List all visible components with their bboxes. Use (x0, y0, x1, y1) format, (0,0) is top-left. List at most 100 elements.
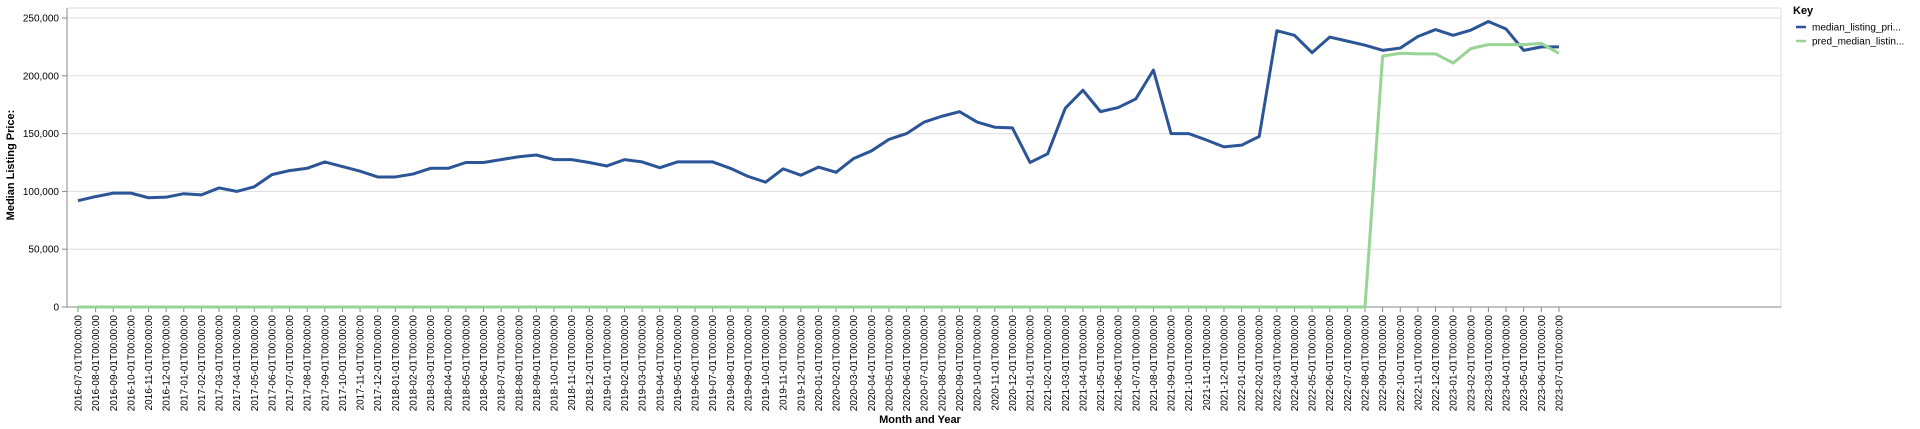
x-tick-label: 2016-08-01T00:00:00 (91, 315, 102, 412)
y-axis: 0 50,000 100,000 150,000 200,000 250,000 (23, 8, 68, 314)
x-tick-label: 2017-05-01T00:00:00 (250, 315, 261, 412)
x-tick-label: 2019-05-01T00:00:00 (673, 315, 684, 412)
x-tick-label: 2017-12-01T00:00:00 (373, 315, 384, 412)
y-tick-label: 200,000 (23, 71, 60, 82)
y-tick-label: 150,000 (23, 129, 60, 140)
x-tick-label: 2019-12-01T00:00:00 (796, 315, 807, 412)
x-tick-label: 2018-04-01T00:00:00 (444, 315, 455, 412)
x-tick-label: 2018-03-01T00:00:00 (426, 315, 437, 412)
x-tick-label: 2016-10-01T00:00:00 (126, 315, 137, 412)
x-tick-label: 2021-11-01T00:00:00 (1202, 315, 1213, 411)
x-tick-label: 2017-03-01T00:00:00 (215, 315, 226, 412)
x-tick-label: 2021-01-01T00:00:00 (1026, 315, 1037, 412)
y-tick-label: 0 (53, 303, 59, 314)
x-tick-label: 2018-02-01T00:00:00 (408, 315, 419, 412)
legend-title: Key (1793, 5, 1814, 17)
x-tick-label: 2017-09-01T00:00:00 (320, 315, 331, 412)
x-tick-label: 2018-06-01T00:00:00 (479, 315, 490, 412)
x-tick-label: 2017-04-01T00:00:00 (232, 315, 243, 412)
x-tick-label: 2019-07-01T00:00:00 (708, 315, 719, 412)
legend-label: pred_median_listin... (1812, 37, 1904, 48)
x-tick-label: 2021-10-01T00:00:00 (1184, 315, 1195, 412)
x-axis-title: Month and Year (879, 414, 961, 426)
x-tick-label: 2021-04-01T00:00:00 (1078, 315, 1089, 412)
x-tick-label: 2017-01-01T00:00:00 (179, 315, 190, 412)
x-tick-label: 2019-04-01T00:00:00 (655, 315, 666, 412)
x-tick-label: 2019-03-01T00:00:00 (638, 315, 649, 412)
x-tick-label: 2020-10-01T00:00:00 (973, 315, 984, 412)
x-tick-label: 2022-08-01T00:00:00 (1360, 315, 1371, 412)
x-tick-label: 2017-06-01T00:00:00 (267, 315, 278, 412)
x-tick-label: 2023-06-01T00:00:00 (1537, 315, 1548, 412)
x-tick-label: 2022-03-01T00:00:00 (1272, 315, 1283, 412)
x-tick-label: 2020-11-01T00:00:00 (990, 315, 1001, 411)
y-tick-label: 50,000 (28, 245, 59, 256)
x-tick-label: 2016-09-01T00:00:00 (109, 315, 120, 412)
legend: Key median_listing_pri... pred_median_lis… (1793, 5, 1904, 48)
x-tick-label: 2019-06-01T00:00:00 (691, 315, 702, 412)
x-tick-label: 2022-01-01T00:00:00 (1237, 315, 1248, 412)
x-tick-label: 2023-07-01T00:00:00 (1554, 315, 1565, 412)
x-tick-label: 2023-02-01T00:00:00 (1466, 315, 1477, 412)
x-tick-label: 2018-08-01T00:00:00 (514, 315, 525, 412)
x-tick-label: 2016-11-01T00:00:00 (144, 315, 155, 411)
x-tick-label: 2021-08-01T00:00:00 (1149, 315, 1160, 412)
x-tick-label: 2017-10-01T00:00:00 (338, 315, 349, 412)
x-tick-label: 2019-08-01T00:00:00 (726, 315, 737, 412)
x-tick-label: 2023-04-01T00:00:00 (1502, 315, 1513, 412)
y-tick-label: 250,000 (23, 14, 60, 25)
x-tick-label: 2017-11-01T00:00:00 (356, 315, 367, 411)
x-tick-label: 2018-01-01T00:00:00 (391, 315, 402, 412)
x-tick-label: 2020-12-01T00:00:00 (1008, 315, 1019, 412)
x-tick-label: 2016-12-01T00:00:00 (162, 315, 173, 412)
x-tick-label: 2023-03-01T00:00:00 (1484, 315, 1495, 412)
x-tick-label: 2016-07-01T00:00:00 (74, 315, 85, 412)
x-tick-label: 2022-12-01T00:00:00 (1431, 315, 1442, 412)
x-tick-label: 2017-08-01T00:00:00 (303, 315, 314, 412)
x-tick-label: 2018-12-01T00:00:00 (585, 315, 596, 412)
x-tick-label: 2017-02-01T00:00:00 (197, 315, 208, 412)
y-tick-label: 100,000 (23, 187, 60, 198)
x-tick-label: 2022-10-01T00:00:00 (1396, 315, 1407, 412)
x-tick-label: 2019-10-01T00:00:00 (761, 315, 772, 412)
x-tick-label: 2020-02-01T00:00:00 (832, 315, 843, 412)
x-tick-label: 2019-01-01T00:00:00 (602, 315, 613, 412)
x-tick-label: 2018-11-01T00:00:00 (567, 315, 578, 411)
series-line-1 (77, 19, 1559, 203)
x-tick-label: 2020-08-01T00:00:00 (937, 315, 948, 412)
x-tick-label: 2023-01-01T00:00:00 (1449, 315, 1460, 412)
y-axis-title: Median Listing Price: (5, 110, 17, 221)
x-tick-label: 2021-05-01T00:00:00 (1096, 315, 1107, 412)
x-tick-label: 2018-05-01T00:00:00 (461, 315, 472, 412)
x-tick-label: 2021-03-01T00:00:00 (1061, 315, 1072, 412)
x-tick-label: 2020-09-01T00:00:00 (955, 315, 966, 412)
x-tick-label: 2022-06-01T00:00:00 (1325, 315, 1336, 412)
x-tick-label: 2021-07-01T00:00:00 (1131, 315, 1142, 412)
x-tick-label: 2018-09-01T00:00:00 (532, 315, 543, 412)
x-tick-label: 2022-04-01T00:00:00 (1290, 315, 1301, 412)
x-tick-label: 2021-12-01T00:00:00 (1219, 315, 1230, 412)
x-tick-label: 2018-07-01T00:00:00 (497, 315, 508, 412)
x-axis: 2016-07-01T00:00:00 2016-08-01T00:00:00 20… (67, 306, 1781, 412)
x-tick-label: 2020-05-01T00:00:00 (884, 315, 895, 412)
x-tick-label: 2017-07-01T00:00:00 (285, 315, 296, 412)
plot-frame (66, 7, 1782, 308)
x-tick-label: 2021-09-01T00:00:00 (1167, 315, 1178, 412)
x-tick-label: 2022-07-01T00:00:00 (1343, 315, 1354, 412)
series-line-2 (78, 41, 1560, 309)
x-tick-label: 2021-06-01T00:00:00 (1114, 315, 1125, 412)
x-tick-label: 2018-10-01T00:00:00 (550, 315, 561, 412)
x-tick-label: 2020-07-01T00:00:00 (920, 315, 931, 412)
x-tick-label: 2022-09-01T00:00:00 (1378, 315, 1389, 412)
gridlines (66, 7, 1782, 308)
x-tick-label: 2019-11-01T00:00:00 (779, 315, 790, 411)
x-tick-label: 2022-11-01T00:00:00 (1413, 315, 1424, 411)
x-tick-label: 2019-02-01T00:00:00 (620, 315, 631, 412)
x-tick-label: 2020-04-01T00:00:00 (867, 315, 878, 412)
legend-entries: median_listing_pri... pred_median_listin.… (1796, 23, 1904, 48)
series-lines (77, 19, 1560, 309)
x-tick-label: 2022-02-01T00:00:00 (1255, 315, 1266, 412)
x-tick-label: 2022-05-01T00:00:00 (1308, 315, 1319, 412)
x-tick-label: 2020-01-01T00:00:00 (814, 315, 825, 412)
x-tick-label: 2023-05-01T00:00:00 (1519, 315, 1530, 412)
